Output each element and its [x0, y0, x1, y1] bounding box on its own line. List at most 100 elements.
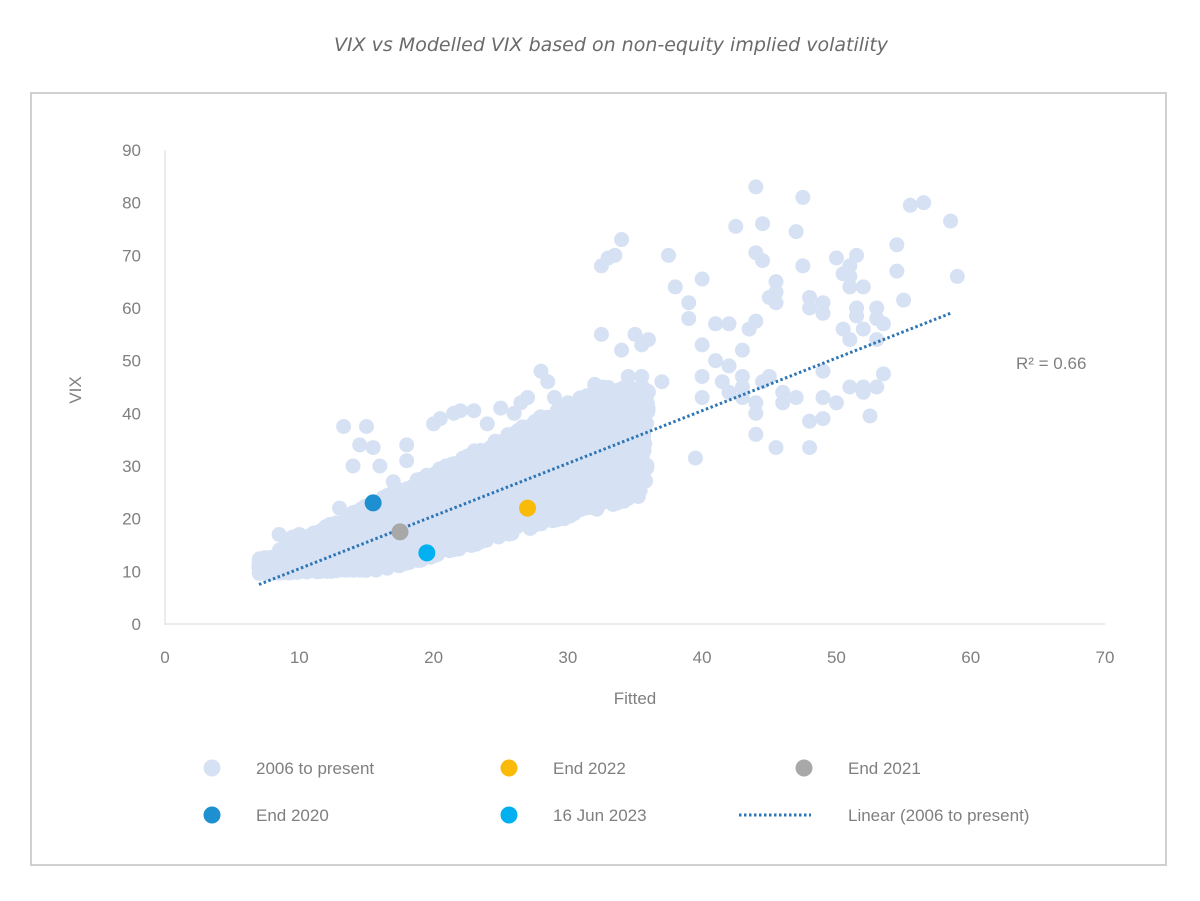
- history-point: [855, 279, 871, 295]
- dense-cloud-point: [274, 560, 290, 576]
- y-tick-label: 0: [132, 615, 141, 634]
- history-point: [614, 342, 630, 358]
- legend-label: 2006 to present: [256, 759, 374, 778]
- y-tick-label: 30: [122, 457, 141, 476]
- dense-cloud-point: [591, 494, 607, 510]
- history-point: [869, 379, 885, 395]
- history-point: [721, 384, 737, 400]
- legend-swatch: [500, 806, 518, 824]
- highlight-point-16-jun-2023: [418, 544, 436, 562]
- history-point: [815, 305, 831, 321]
- legend-label: End 2020: [256, 806, 329, 825]
- x-tick-label: 60: [961, 648, 980, 667]
- history-point: [748, 313, 764, 329]
- history-point: [768, 274, 784, 290]
- y-tick-label: 70: [122, 246, 141, 265]
- history-point: [889, 237, 905, 253]
- y-tick-label: 60: [122, 299, 141, 318]
- dense-cloud-point: [500, 427, 516, 443]
- dense-cloud-point: [621, 470, 637, 485]
- y-tick-label: 90: [122, 141, 141, 160]
- history-point: [493, 400, 509, 416]
- history-point: [842, 279, 858, 295]
- history-point: [775, 395, 791, 411]
- highlight-point-end-2020: [364, 494, 382, 512]
- history-point: [943, 213, 959, 229]
- history-point: [855, 321, 871, 337]
- dense-cloud-point: [556, 501, 572, 517]
- y-tick-label: 50: [122, 352, 141, 371]
- y-axis-title: VIX: [66, 376, 85, 403]
- history-point: [399, 453, 415, 469]
- legend-swatch: [203, 806, 221, 824]
- history-point: [607, 247, 623, 263]
- history-point: [869, 332, 885, 348]
- dense-cloud-point: [510, 470, 526, 486]
- history-point: [385, 474, 401, 490]
- dense-cloud-point: [600, 442, 616, 458]
- history-point: [761, 368, 777, 384]
- dense-cloud-point: [440, 459, 456, 475]
- history-point: [815, 295, 831, 311]
- history-point: [721, 316, 737, 332]
- dense-cloud-point: [422, 501, 438, 517]
- dense-cloud-point: [381, 487, 397, 503]
- dense-cloud-point: [581, 389, 597, 405]
- history-point: [734, 342, 750, 358]
- history-point: [728, 218, 744, 234]
- history-point: [875, 366, 891, 382]
- history-point: [755, 216, 771, 232]
- legend-swatch: [203, 759, 221, 777]
- dense-cloud-point: [469, 461, 485, 477]
- x-tick-label: 70: [1096, 648, 1115, 667]
- history-point: [828, 250, 844, 266]
- history-point: [768, 284, 784, 300]
- history-point: [634, 368, 650, 384]
- r-squared-annotation: R² = 0.66: [1016, 354, 1086, 373]
- dense-cloud-point: [632, 381, 648, 397]
- dense-cloud-point: [531, 446, 547, 462]
- dense-cloud-point: [400, 483, 416, 499]
- dense-cloud-point: [367, 520, 383, 535]
- history-point: [708, 316, 724, 332]
- dense-cloud-point: [381, 542, 397, 558]
- dense-cloud-point: [296, 561, 312, 577]
- history-point: [681, 311, 697, 327]
- history-point: [734, 390, 750, 406]
- dense-cloud-point: [569, 480, 585, 496]
- legend-label: 16 Jun 2023: [553, 806, 647, 825]
- history-point: [815, 390, 831, 406]
- dense-cloud-point: [526, 463, 542, 479]
- dense-cloud-point: [491, 443, 506, 459]
- dense-cloud-point: [334, 559, 350, 575]
- dense-cloud-point: [361, 542, 377, 557]
- y-tick-label: 10: [122, 562, 141, 581]
- dense-cloud-point: [330, 516, 346, 532]
- dense-cloud-point: [412, 525, 428, 541]
- dense-cloud-point: [571, 424, 587, 440]
- history-point: [520, 390, 536, 406]
- axis-ticks: 0 10 20 30 40 50 60 70 0 10 20 30 40 50 60 70 80 90: [122, 141, 1114, 667]
- history-point: [587, 376, 603, 392]
- dense-cloud-point: [439, 531, 455, 547]
- legend-swatch: [795, 759, 813, 777]
- history-point: [593, 326, 609, 342]
- history-point: [694, 337, 710, 353]
- trend-line: [258, 311, 952, 586]
- history-point: [862, 408, 878, 424]
- history-point: [573, 400, 589, 416]
- y-tick-label: 80: [122, 194, 141, 213]
- history-point: [842, 379, 858, 395]
- history-point: [291, 526, 307, 542]
- dense-cloud-point: [489, 503, 504, 519]
- history-point: [869, 300, 885, 316]
- dense-cloud-point: [575, 437, 591, 452]
- history-point: [802, 289, 818, 305]
- history-point: [345, 458, 361, 474]
- history-point: [795, 258, 811, 274]
- history-point: [896, 292, 912, 308]
- history-point: [332, 500, 348, 516]
- legend-swatch: [500, 759, 518, 777]
- x-tick-label: 0: [160, 648, 169, 667]
- history-point: [875, 316, 891, 332]
